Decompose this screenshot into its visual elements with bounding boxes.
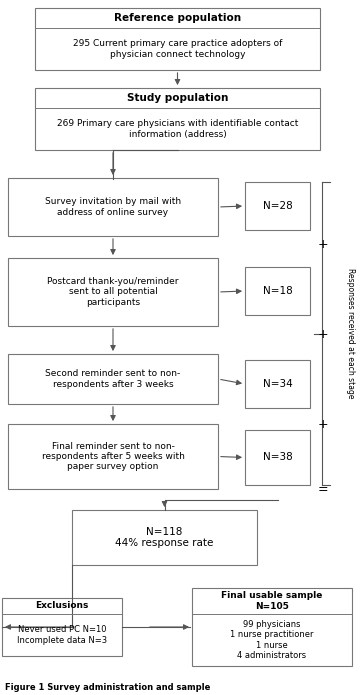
Bar (8, 258, 218, 326)
Text: Reference population: Reference population (114, 13, 241, 23)
Text: +: + (318, 238, 328, 252)
Text: Final usable sample
N=105: Final usable sample N=105 (221, 591, 323, 611)
Text: N=38: N=38 (262, 452, 292, 462)
Bar (35, 8, 320, 70)
Bar (2, 598, 122, 656)
Text: 295 Current primary care practice adopters of
physician connect technology: 295 Current primary care practice adopte… (73, 40, 282, 58)
Text: N=18: N=18 (262, 286, 292, 296)
Bar (192, 588, 352, 666)
Bar (35, 88, 320, 150)
Text: Never used PC N=10
Incomplete data N=3: Never used PC N=10 Incomplete data N=3 (17, 626, 107, 645)
Text: N=118
44% response rate: N=118 44% response rate (115, 527, 214, 548)
Bar (245, 360, 310, 408)
Text: Survey invitation by mail with
address of online survey: Survey invitation by mail with address o… (45, 197, 181, 217)
Bar (8, 424, 218, 489)
Text: 99 physicians
1 nurse practitioner
1 nurse
4 administrators: 99 physicians 1 nurse practitioner 1 nur… (230, 620, 314, 660)
Bar (72, 510, 257, 565)
Text: N=28: N=28 (262, 201, 292, 211)
Bar (245, 182, 310, 230)
Text: =: = (318, 484, 328, 496)
Text: 269 Primary care physicians with identifiable contact
information (address): 269 Primary care physicians with identif… (57, 120, 298, 139)
Bar (8, 354, 218, 404)
Bar (245, 267, 310, 315)
Text: Exclusions: Exclusions (35, 601, 89, 610)
Text: Study population: Study population (127, 93, 228, 103)
Bar (245, 430, 310, 485)
Text: Responses received at each stage: Responses received at each stage (345, 268, 355, 399)
Text: +: + (318, 329, 328, 341)
Text: N=34: N=34 (262, 379, 292, 389)
Bar (8, 178, 218, 236)
Text: Second reminder sent to non-
respondents after 3 weeks: Second reminder sent to non- respondents… (45, 369, 180, 389)
Text: Final reminder sent to non-
respondents after 5 weeks with
paper survey option: Final reminder sent to non- respondents … (42, 441, 184, 471)
Text: +: + (318, 418, 328, 432)
Text: Postcard thank-you/reminder
sent to all potential
participants: Postcard thank-you/reminder sent to all … (47, 277, 179, 307)
Text: Figure 1 Survey administration and sample: Figure 1 Survey administration and sampl… (5, 682, 210, 692)
